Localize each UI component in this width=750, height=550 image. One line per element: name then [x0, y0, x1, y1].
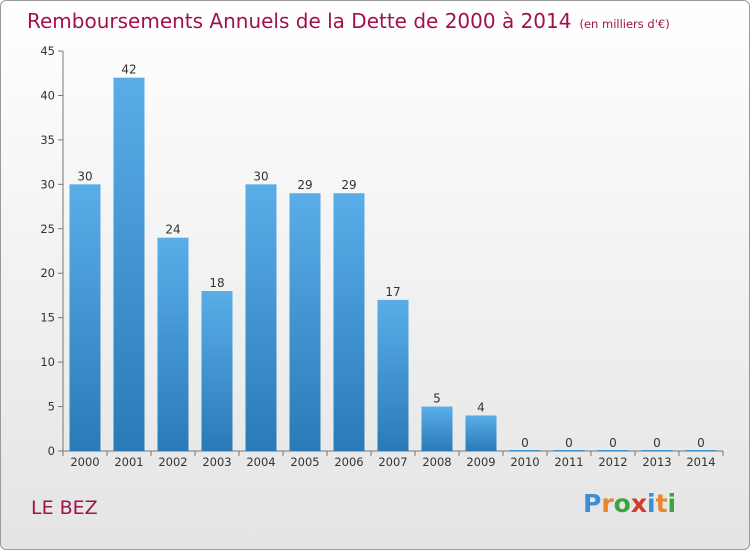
bar-2010	[509, 450, 541, 451]
data-label-2006: 29	[341, 178, 356, 192]
logo-letter: P	[583, 489, 602, 518]
bar-2007	[377, 299, 409, 451]
data-label-2008: 5	[433, 392, 441, 406]
x-tick-label: 2013	[642, 455, 671, 469]
y-tick-label: 5	[48, 400, 55, 414]
data-label-2002: 24	[165, 223, 180, 237]
logo-letter: t	[655, 489, 668, 518]
data-label-2010: 0	[521, 436, 529, 450]
data-label-2007: 17	[385, 285, 400, 299]
commune-name: LE BEZ	[31, 497, 98, 519]
x-tick-label: 2011	[554, 455, 583, 469]
bar-2009	[465, 415, 497, 451]
chart-unit: (en milliers d'€)	[579, 17, 670, 31]
x-tick-label: 2008	[422, 455, 451, 469]
x-tick-label: 2002	[158, 455, 187, 469]
data-label-2014: 0	[697, 436, 705, 450]
bar-2012	[597, 450, 629, 451]
logo-letter: i	[667, 489, 677, 518]
title-row: Remboursements Annuels de la Dette de 20…	[27, 9, 670, 33]
logo-letter: x	[630, 489, 647, 518]
chart-title: Remboursements Annuels de la Dette de 20…	[27, 9, 572, 33]
x-tick-label: 2009	[466, 455, 495, 469]
data-label-2001: 42	[121, 63, 136, 77]
bar-2008	[421, 406, 453, 451]
logo-letter: i	[647, 489, 656, 518]
y-tick-label: 10	[40, 355, 55, 369]
logo-letter: r	[601, 489, 614, 518]
bar-2006	[333, 193, 365, 451]
data-labels: 30 42 24 18 30 29 29 17 5 4 0 0 0 0 0	[77, 63, 704, 450]
proxiti-logo: Proxiti	[583, 489, 676, 518]
y-tick-label: 25	[40, 222, 55, 236]
y-tick-label: 20	[40, 266, 55, 280]
x-tick-label: 2010	[510, 455, 539, 469]
bar-2011	[553, 450, 585, 451]
bar-2005	[289, 193, 321, 451]
data-label-2013: 0	[653, 436, 661, 450]
y-tick-label: 0	[48, 444, 55, 458]
x-tick-label: 2001	[114, 455, 143, 469]
x-tick-label: 2006	[334, 455, 363, 469]
bar-2004	[245, 184, 277, 452]
bar-2013	[641, 450, 673, 451]
data-label-2009: 4	[477, 400, 485, 414]
x-tick-label: 2007	[378, 455, 407, 469]
data-label-2012: 0	[609, 436, 617, 450]
data-label-2000: 30	[77, 169, 92, 183]
y-tick-label: 15	[40, 311, 55, 325]
bar-2003	[201, 291, 233, 451]
bar-2002	[157, 237, 189, 451]
data-label-2005: 29	[297, 178, 312, 192]
data-label-2004: 30	[253, 169, 268, 183]
y-tick-label: 30	[40, 177, 55, 191]
bars	[69, 77, 717, 452]
bar-2000	[69, 184, 101, 452]
x-tick-label: 2005	[290, 455, 319, 469]
logo-letter: o	[613, 489, 631, 518]
data-label-2003: 18	[209, 276, 224, 290]
bar-2014	[685, 450, 717, 451]
x-tick-label: 2012	[598, 455, 627, 469]
x-tick-label: 2014	[686, 455, 715, 469]
y-tick-label: 45	[40, 44, 55, 58]
x-tick-label: 2000	[70, 455, 99, 469]
x-tick-label: 2004	[246, 455, 275, 469]
bar-2001	[113, 77, 145, 452]
x-tick-label: 2003	[202, 455, 231, 469]
data-label-2011: 0	[565, 436, 573, 450]
y-tick-label: 35	[40, 133, 55, 147]
y-tick-label: 40	[40, 88, 55, 102]
